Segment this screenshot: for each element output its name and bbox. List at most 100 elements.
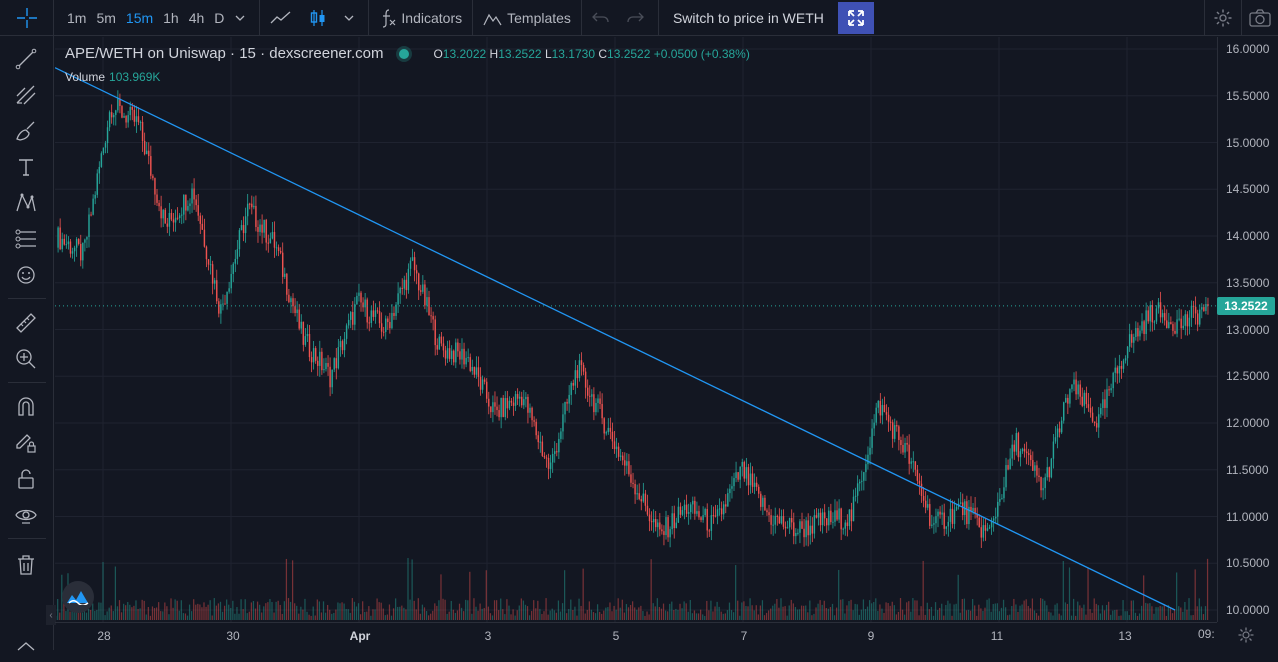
candle-body [549,462,552,469]
remove-drawings-tool[interactable] [0,550,52,580]
volume-bar [549,610,551,620]
candle-body [1108,389,1110,391]
volume-bar [887,603,889,620]
candle-body [640,499,642,502]
candle-body [438,336,441,350]
price-chart[interactable] [55,37,1217,622]
volume-bar [1169,607,1172,620]
candle-body [659,522,661,530]
lock-drawings-tool[interactable] [0,464,52,494]
volume-bar [234,613,236,620]
volume-bar [1077,601,1079,620]
volume-bar [881,608,883,620]
candle-body [599,398,601,404]
candle-body [382,331,385,333]
candle-body [488,398,490,407]
candle-body [939,511,941,515]
templates-button[interactable]: Templates [477,0,577,36]
candle-body [675,522,678,529]
candle-body [718,508,721,510]
dexscreener-logo[interactable] [62,581,94,613]
redo-button[interactable] [620,0,654,36]
fullscreen-button[interactable] [837,1,874,34]
candle-body [65,244,68,246]
volume-bar [446,613,448,620]
screenshot-button[interactable] [1241,0,1278,36]
volume-bar [702,614,704,620]
interval-15m[interactable]: 15m [125,9,154,26]
chart-pane[interactable]: APE/WETH on Uniswap · 15 · dexscreener.c… [55,37,1217,622]
collapse-toolbar-tool[interactable] [0,632,52,662]
price-axis[interactable]: 16.0000 15.5000 15.0000 14.5000 14.0000 13.50… [1217,37,1278,622]
candle-body [597,398,599,403]
volume-bar [1198,598,1200,620]
axis-settings-button[interactable] [1237,626,1255,649]
line-chart-type-button[interactable] [264,0,302,36]
scroll-left-button[interactable]: ‹ [46,605,56,625]
settings-button[interactable] [1204,0,1241,36]
volume-bar [1023,600,1025,620]
time-axis[interactable]: 28 30 Apr 3 5 7 9 11 13 [55,622,1217,650]
indicators-button[interactable]: Indicators [373,0,468,36]
undo-button[interactable] [586,0,620,36]
candle-body [955,506,958,510]
hide-drawings-tool[interactable] [0,500,52,530]
volume-bar [722,613,724,620]
candle-body [265,219,267,243]
templates-icon [483,13,502,25]
volume-bar [485,570,487,620]
trend-line-tool[interactable] [0,44,52,74]
pattern-tool[interactable] [0,188,52,218]
stay-in-drawing-mode-tool[interactable] [0,428,52,458]
prediction-tool[interactable] [0,224,52,254]
candle-body [152,175,154,179]
volume-bar [664,610,667,620]
volume-bar [465,599,467,620]
chart-type-dropdown[interactable] [338,0,364,36]
candle-body [891,422,894,439]
volume-bar [376,598,378,620]
measure-tool[interactable] [0,308,52,338]
candle-body [428,297,430,316]
interval-4h[interactable]: 4h [188,9,205,26]
candle-body [1013,444,1015,452]
volume-bar [104,615,106,620]
volume-bar [1029,608,1031,620]
volume-bar [423,607,426,620]
volume-bar [735,565,737,620]
candle-body [1073,379,1075,385]
crosshair-tool[interactable] [0,0,54,36]
magnet-tool[interactable] [0,392,52,422]
volume-bar [182,613,185,620]
candle-body [86,237,88,240]
volume-bar [294,603,296,620]
text-tool[interactable] [0,152,52,182]
candle-body [1205,304,1207,311]
interval-1h[interactable]: 1h [163,9,179,26]
interval-d[interactable]: D [214,9,225,26]
interval-5m[interactable]: 5m [96,9,116,26]
volume-bar [541,614,543,620]
candle-body [560,431,562,439]
volume-legend: Volume 103.969K [65,70,160,84]
candle-body [521,396,523,406]
volume-bar [1052,615,1054,620]
switch-price-button[interactable]: Switch to price in WETH [672,9,824,26]
volume-bar [786,615,788,620]
volume-bar [59,612,61,620]
candle-body [570,382,572,395]
emoji-tool[interactable] [0,260,52,290]
volume-bar [768,610,770,620]
interval-1m[interactable]: 1m [67,9,87,26]
zoom-in-tool[interactable] [0,344,52,374]
candle-body [887,414,890,422]
candle-body [104,143,107,148]
brush-tool[interactable] [0,116,52,146]
pitchfork-tool[interactable] [0,80,52,110]
interval-dropdown[interactable] [229,0,255,36]
volume-bar [368,606,370,620]
candle-body [966,501,968,525]
volume-bar [170,598,172,620]
candle-chart-type-button[interactable] [302,0,338,36]
volume-bar [1066,603,1069,620]
